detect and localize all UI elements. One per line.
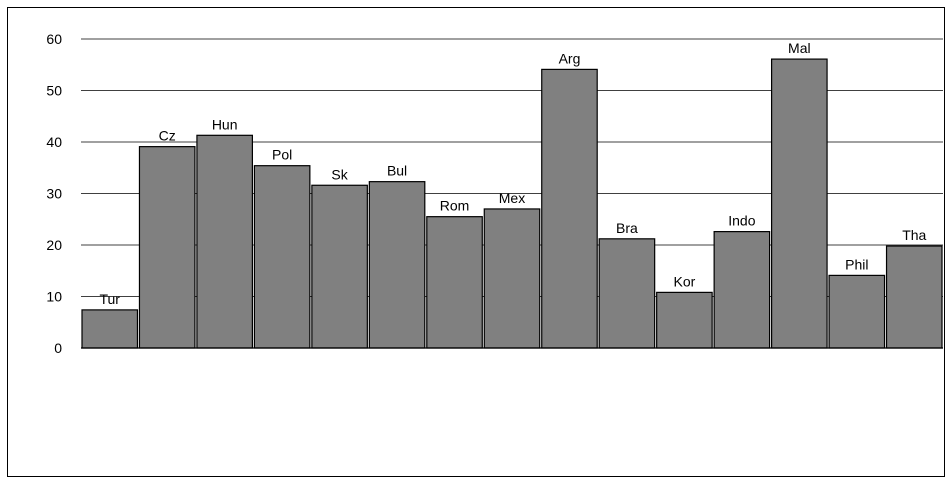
bar-mex (483, 208, 541, 349)
bar-label-tur: Tur (99, 291, 120, 307)
y-tick-label: 20 (46, 237, 62, 253)
bar-tha (885, 245, 943, 349)
y-axis-tick-labels: 0 10 20 30 40 50 60 (46, 31, 62, 356)
bar-kor (656, 291, 713, 349)
bar-label-cz: Cz (159, 128, 176, 144)
y-tick-label: 30 (46, 186, 62, 202)
bar-labels: Tur Cz Hun Pol Sk Bul Rom Mex Arg Bra Kor Indo Mal Ph… (99, 40, 926, 307)
bar-label-bul: Bul (387, 163, 407, 179)
y-tick-label: 40 (46, 134, 62, 150)
bar-label-bra: Bra (616, 220, 638, 236)
bar-label-mal: Mal (788, 40, 811, 56)
bars (81, 58, 943, 349)
bar-bra (598, 238, 656, 349)
bar-tur (81, 309, 139, 349)
y-tick-label: 60 (46, 31, 62, 47)
bar-label-pol: Pol (272, 147, 292, 163)
bar-label-rom: Rom (440, 198, 470, 214)
bar-mal (770, 58, 828, 349)
bar-indo (713, 231, 771, 349)
bar-pol (253, 165, 311, 349)
bar-arg (541, 68, 598, 349)
bar-label-phil: Phil (845, 256, 868, 272)
bar-rom (426, 216, 483, 349)
bar-phil (828, 274, 886, 349)
y-tick-label: 10 (46, 289, 62, 305)
bar-cz (138, 146, 196, 349)
bar-label-hun: Hun (212, 116, 238, 132)
bar-label-arg: Arg (559, 50, 581, 66)
bar-label-tha: Tha (902, 227, 926, 243)
bar-sk (311, 184, 368, 349)
bar-label-indo: Indo (728, 213, 755, 229)
bar-bul (368, 181, 426, 349)
bar-label-sk: Sk (331, 166, 348, 182)
bar-hun (196, 134, 254, 349)
bar-label-mex: Mex (499, 190, 525, 206)
bar-label-kor: Kor (674, 273, 696, 289)
y-tick-label: 50 (46, 83, 62, 99)
y-tick-label: 0 (54, 340, 62, 356)
